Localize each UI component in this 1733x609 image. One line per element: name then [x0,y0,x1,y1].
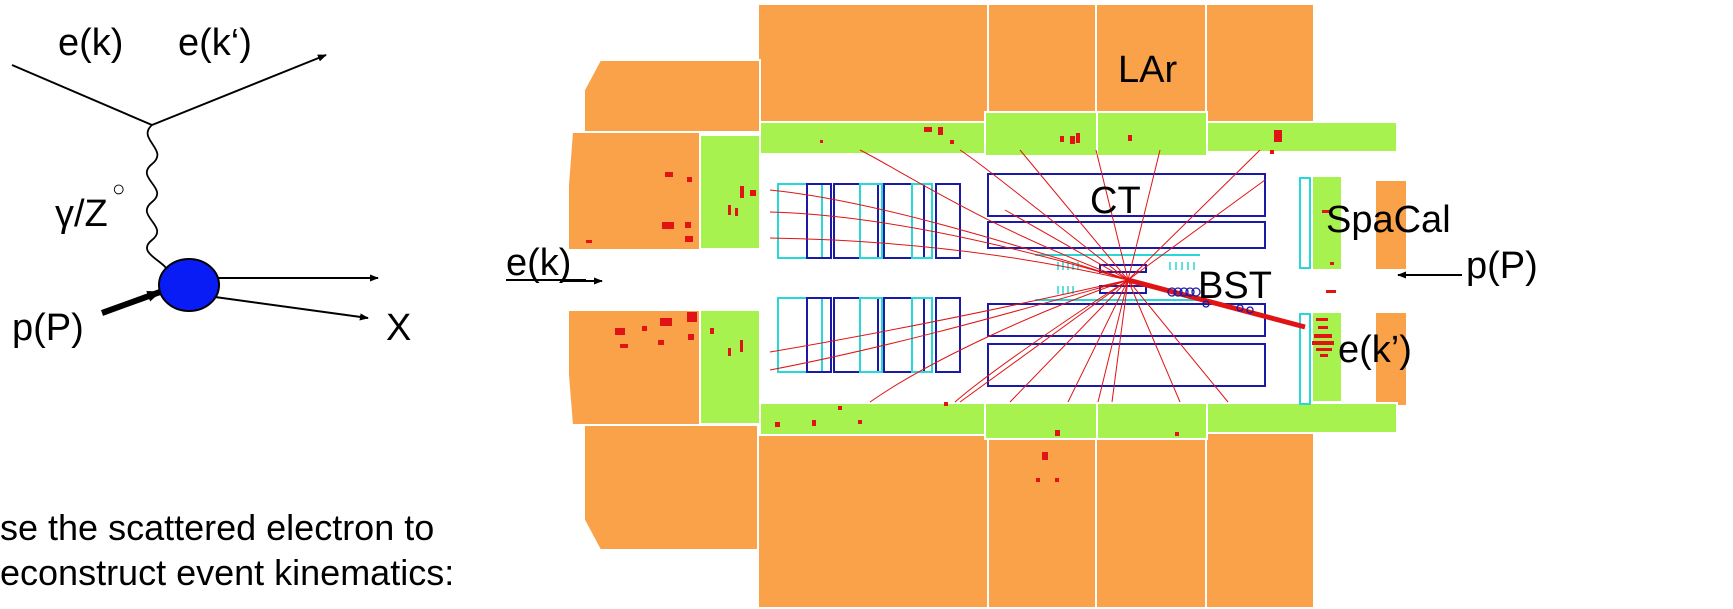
label-lar: LAr [1118,49,1177,91]
ft-chamber-7 [883,297,925,373]
outgoing-electron-line [151,54,327,126]
beam-annotations: e(k) p(P) [506,242,1538,287]
scattered-electron-track [1127,277,1306,330]
em-top-band-3 [1096,111,1208,157]
ft-cyan-5 [859,297,883,373]
em-top-band-2 [984,111,1098,157]
ct-outer-upper [987,173,1266,217]
label-proton-beam: p(P) [1466,245,1538,287]
caption-line-1: se the scattered electron to [0,507,434,548]
label-ct: CT [1090,180,1141,222]
lar-top-left-shoulder [583,59,761,133]
spacal-hadronic-upper [1374,179,1408,271]
caption-line-2: econstruct event kinematics: [0,552,454,593]
boson-propagator [145,124,169,275]
lar-bottom-segment-1 [757,424,989,609]
spacal-cyan-lower [1299,313,1311,405]
label-boson: γ/Z [55,193,108,235]
lar-top-segment-4 [1205,3,1315,133]
spacal-hadronic-lower [1374,311,1408,407]
label-incoming-electron: e(k) [58,22,123,64]
lar-bottom-segment-4 [1205,424,1315,609]
bst-hits [1167,287,1254,314]
spacal-cyan-upper [1299,177,1311,269]
h1-detector: LAr CT SpaCal BST e(k’) [567,3,1451,609]
ct-inner-upper [987,221,1266,249]
label-boson-superscript: ○ [112,176,125,201]
ft-cyan-6 [911,297,933,373]
ft-chamber-8 [935,297,961,373]
lar-top-segment-1 [757,3,989,133]
lar-forward-lower [567,309,701,426]
lar-calorimeter [567,3,1408,609]
label-electron-beam: e(k) [506,242,571,284]
central-tracker [987,173,1311,405]
em-bottom-band-4 [1206,402,1398,434]
label-scattered-electron: e(k’) [1338,329,1412,371]
ft-chamber-2 [833,183,879,259]
lar-top-segment-2 [987,3,1097,133]
ct-outer-lower [987,343,1266,387]
incoming-electron-line [11,64,153,126]
forward-tracker [777,183,961,373]
label-outgoing-electron: e(k‘) [178,22,252,64]
label-bst: BST [1198,265,1272,307]
hadron-line-lower [214,296,369,321]
em-top-band-4 [1206,121,1398,153]
ft-cyan-1 [777,183,823,259]
label-proton: p(P) [12,307,84,349]
em-bottom-band [759,402,991,436]
ft-chamber-4 [935,183,961,259]
spacal-em-upper [1311,175,1343,271]
bst-upper [1099,264,1147,273]
proton-vertex-blob [158,258,220,312]
em-bottom-band-2 [984,402,1098,440]
ft-chamber-5 [806,297,832,373]
ft-chamber-3 [883,183,925,259]
spacal-electron-cluster [1312,318,1334,357]
feynman-diagram: e(k) e(k‘) γ/Z ○ p(P) X [11,22,411,349]
incoming-proton-line [100,289,162,316]
lar-forward-upper [567,131,701,251]
lar-bottom-segment-3 [1095,424,1207,609]
ft-cyan-4 [777,297,823,373]
em-bottom-band-3 [1096,402,1208,440]
ct-inner-lower [987,303,1266,337]
energy-deposits [586,127,1336,482]
lar-em-section [699,111,1398,440]
ft-cyan-2 [859,183,883,259]
label-final-state: X [386,307,411,349]
ft-chamber-6 [833,297,879,373]
ft-chamber-1 [806,183,832,259]
label-spacal: SpaCal [1326,199,1451,241]
em-forward-lower [699,309,761,425]
lar-bottom-left-shoulder [583,424,761,551]
particle-tracks [769,149,1266,403]
